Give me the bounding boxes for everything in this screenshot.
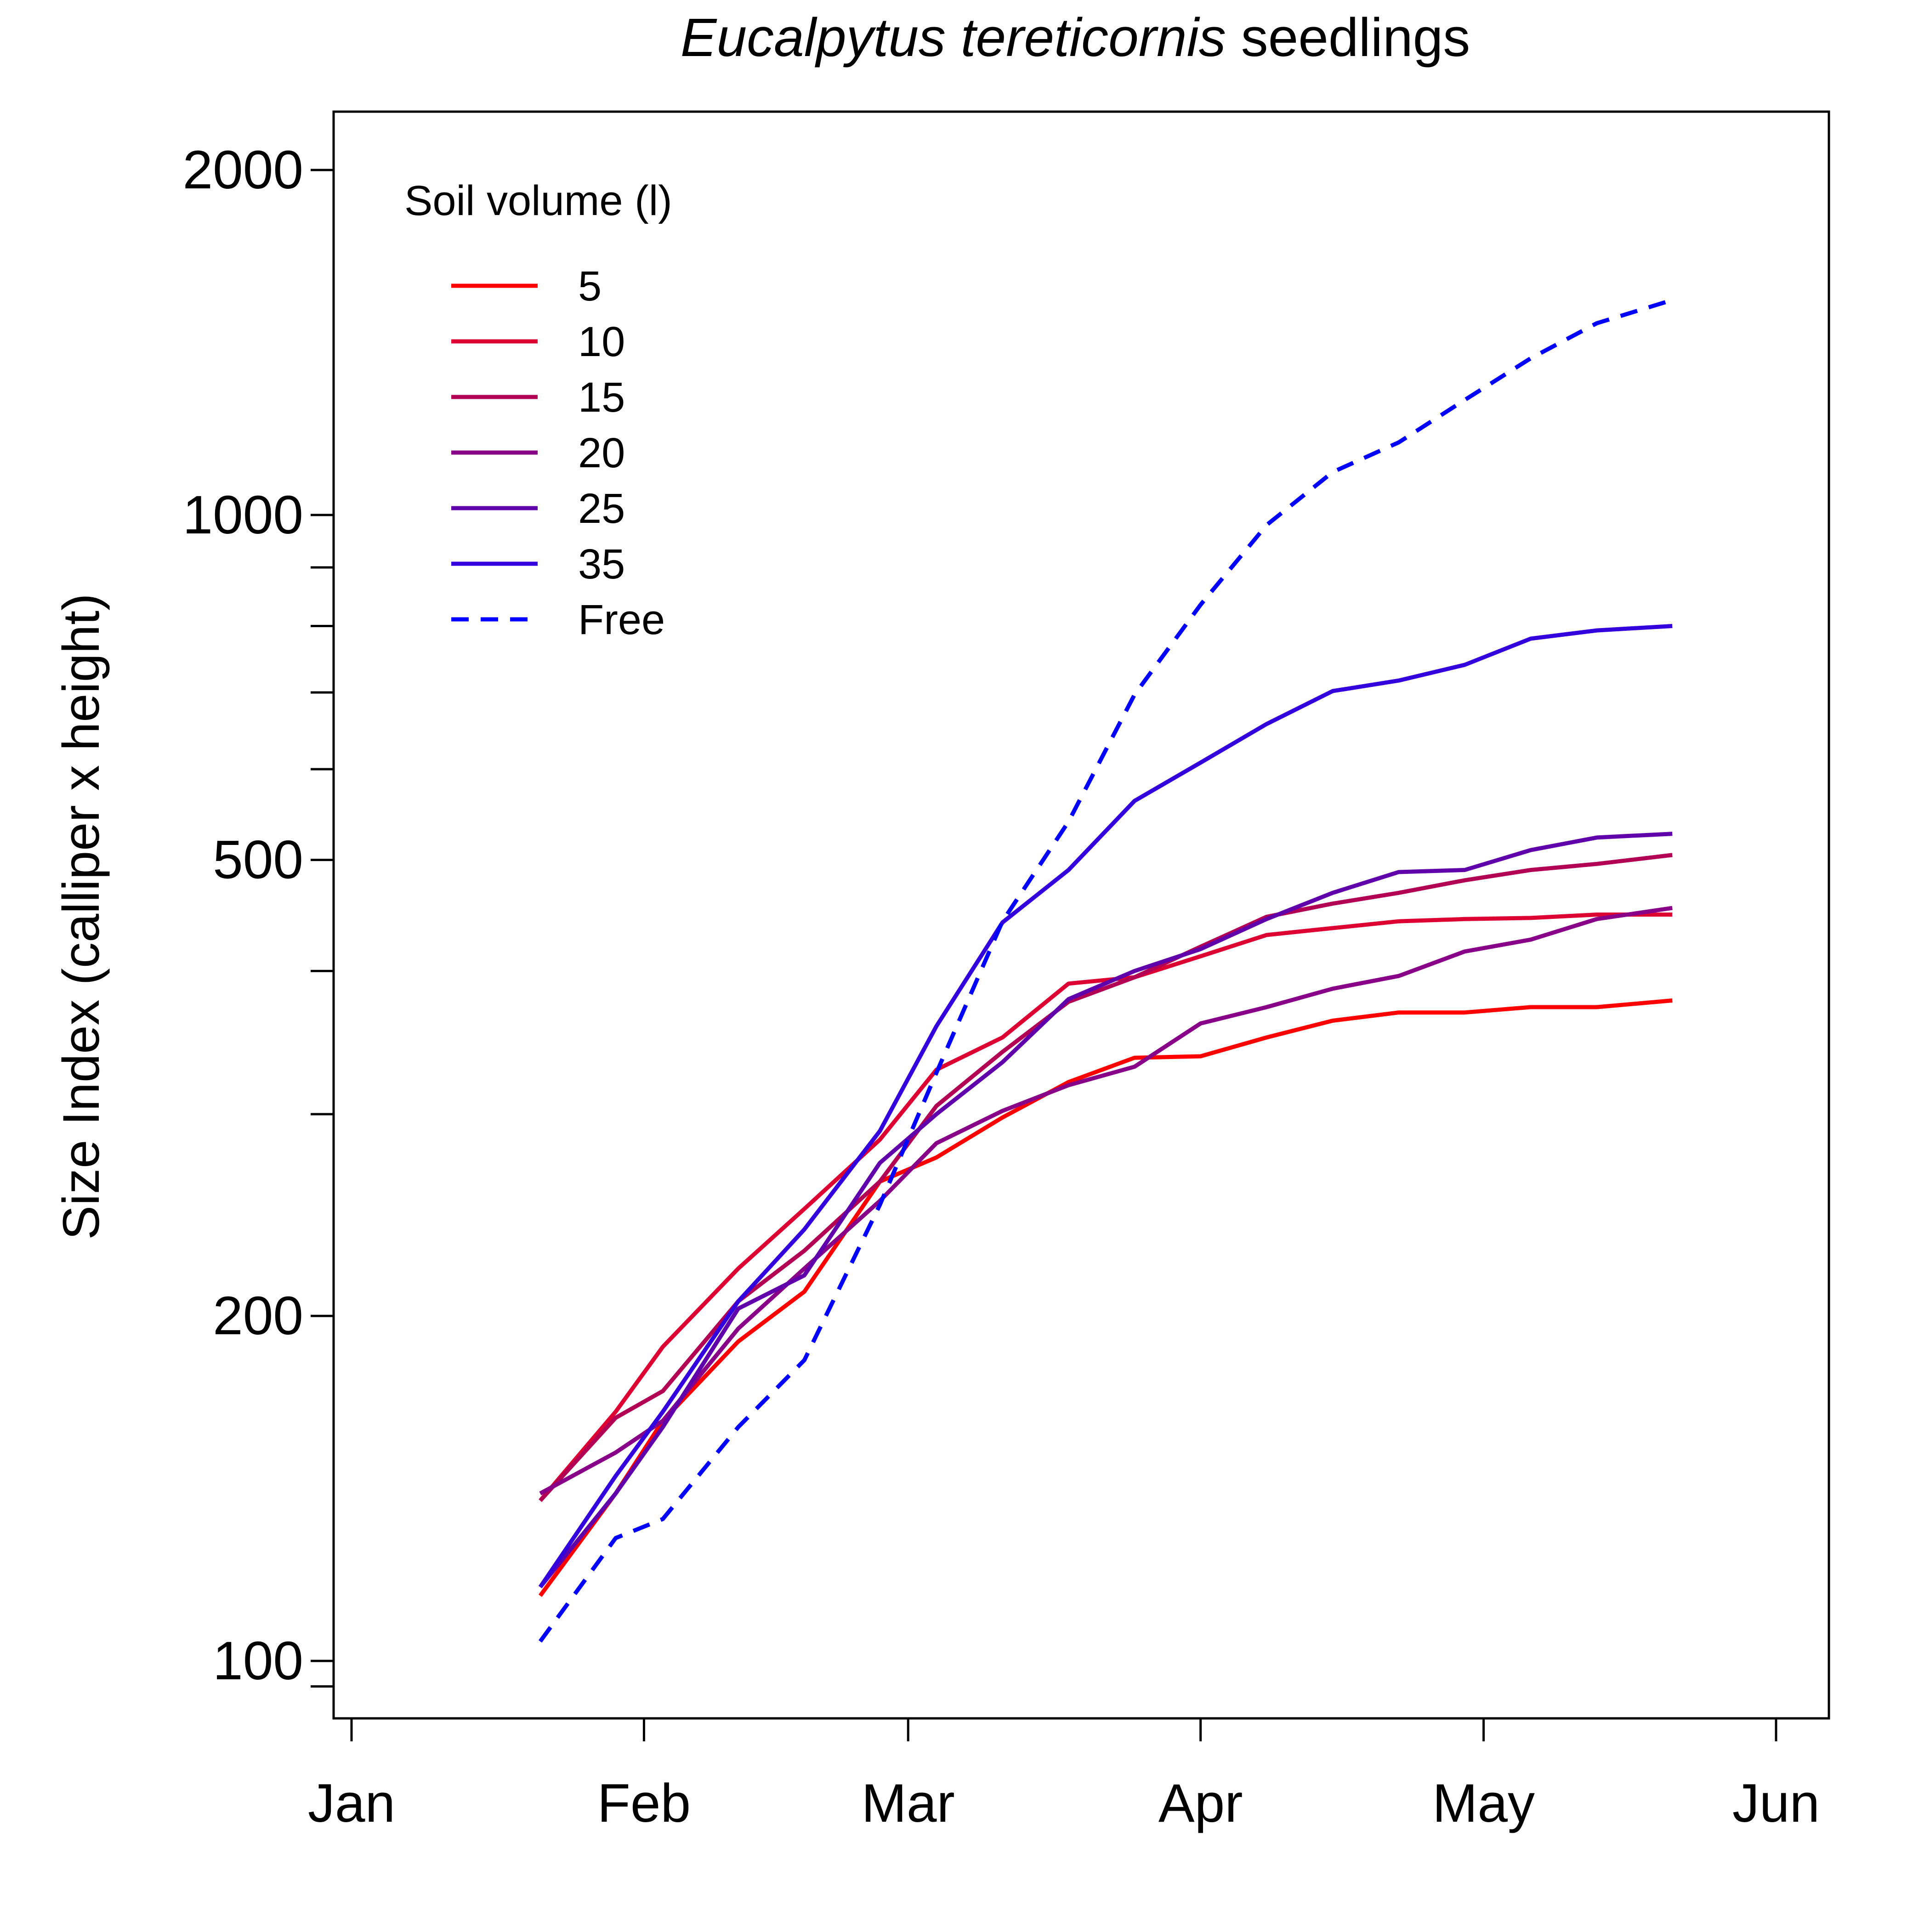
series-line-free (538, 298, 1673, 1643)
legend-label: 15 (578, 374, 625, 421)
x-axis: Jan Feb Mar Apr May Jun (308, 1717, 1820, 1834)
legend: Soil volume (l) 5 10 15 20 25 35 Free (404, 177, 672, 643)
series-line-20 (539, 906, 1673, 1496)
series-line-5 (538, 998, 1673, 1597)
series-line-35 (538, 624, 1673, 1588)
chart-title-suffix: seedlings (1241, 7, 1470, 68)
y-tick-label: 100 (213, 1631, 303, 1691)
legend-label: 25 (578, 485, 625, 532)
x-tick-label: Feb (597, 1773, 691, 1834)
series-layer (538, 298, 1673, 1643)
y-tick-label: 200 (213, 1286, 303, 1346)
x-tick-label: May (1432, 1773, 1535, 1834)
x-tick-label: Jun (1732, 1773, 1820, 1834)
x-tick-label: Apr (1158, 1773, 1243, 1834)
y-tick-label: 1000 (182, 485, 303, 545)
legend-title: Soil volume (l) (404, 177, 672, 224)
x-tick-label: Mar (862, 1773, 955, 1834)
series-line-10 (539, 912, 1673, 1502)
series-line-15 (539, 853, 1673, 1502)
chart-title: Eucalpytus tereticornis seedlings (681, 7, 1470, 68)
x-tick-label: Jan (308, 1773, 395, 1834)
chart-title-species: Eucalpytus tereticornis (681, 7, 1226, 68)
legend-label: 35 (578, 541, 625, 588)
y-axis: 100 200 500 1000 2000 (182, 140, 335, 1691)
legend-label: 10 (578, 318, 625, 365)
legend-label: Free (578, 596, 665, 643)
legend-label: 20 (578, 430, 625, 476)
y-tick-label: 2000 (182, 140, 303, 200)
series-line-25 (539, 832, 1673, 1589)
legend-label: 5 (578, 263, 602, 310)
y-tick-label: 500 (213, 830, 303, 890)
y-axis-label: Size Index (calliper x height) (52, 594, 110, 1240)
